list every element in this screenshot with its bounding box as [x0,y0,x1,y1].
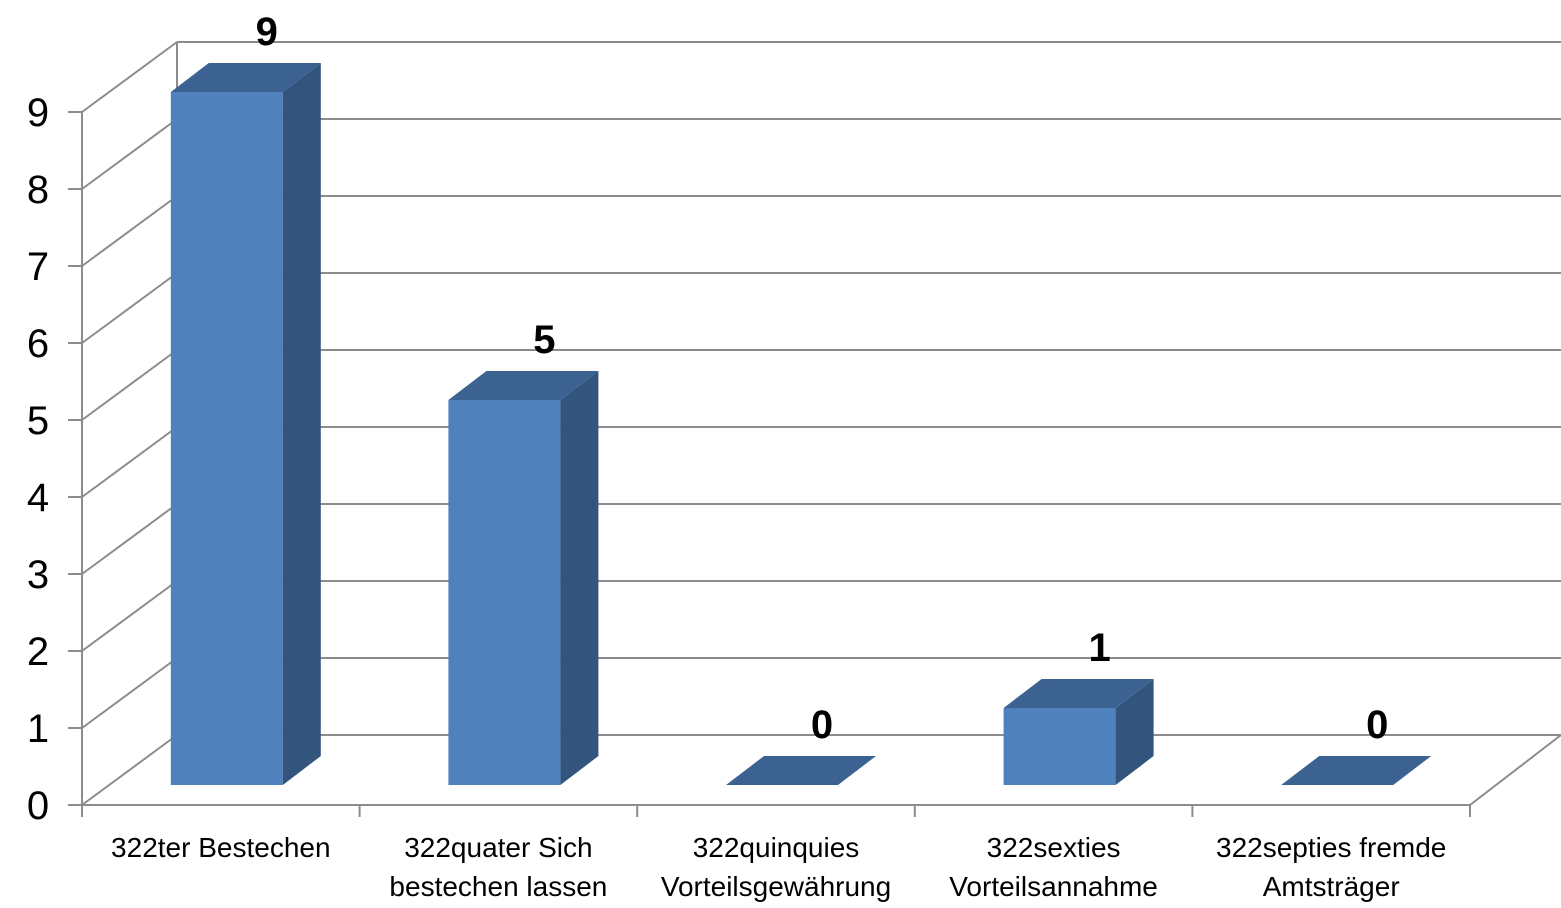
x-tick-label: 322ter Bestechen [111,832,331,863]
bar [448,400,561,785]
data-label: 0 [811,703,833,747]
data-label: 0 [1366,703,1388,747]
x-tick-label: 322sexties [987,832,1121,863]
y-tick-label: 1 [27,707,49,751]
x-tick-label: Vorteilsannahme [949,871,1158,902]
floor-right-edge [1469,734,1561,806]
y-tick-label: 3 [27,553,49,597]
x-tick-label: 322quinquies [693,832,860,863]
gridline-side [81,503,178,575]
y-tick-label: 0 [27,784,49,828]
x-tick-label: 322septies fremde [1216,832,1446,863]
bar [170,92,283,785]
x-tick-label: Amtsträger [1263,871,1400,902]
y-tick-label: 4 [27,476,49,520]
x-tick-label: bestechen lassen [389,871,607,902]
data-label: 1 [1088,626,1110,670]
y-tick-label: 7 [27,245,49,289]
y-tick-label: 5 [27,399,49,443]
bar-side [560,371,599,785]
y-tick-label: 2 [27,630,49,674]
data-label: 5 [533,318,555,362]
gridline-side [81,272,178,344]
y-tick-label: 8 [27,168,49,212]
bar-top [1281,756,1432,785]
y-tick-label: 6 [27,322,49,366]
gridline-side [81,349,178,421]
data-label: 9 [256,10,278,54]
bar-side [282,63,321,785]
bar-top [170,63,321,92]
bar-top [448,371,599,400]
bar-top [1003,679,1154,708]
gridline-side [81,657,178,729]
gridline-side [81,734,178,806]
bar-top [726,756,876,785]
gridline-side [81,41,178,113]
bar [1003,708,1116,785]
gridline-side [81,580,178,652]
gridline-side [81,426,178,498]
y-tick-label: 9 [27,91,49,135]
x-tick-label: Vorteilsgewährung [661,871,891,902]
gridline-side [81,195,178,267]
bar-side [1115,679,1154,785]
gridline-side [81,118,178,190]
x-tick-label: 322quater Sich [404,832,592,863]
